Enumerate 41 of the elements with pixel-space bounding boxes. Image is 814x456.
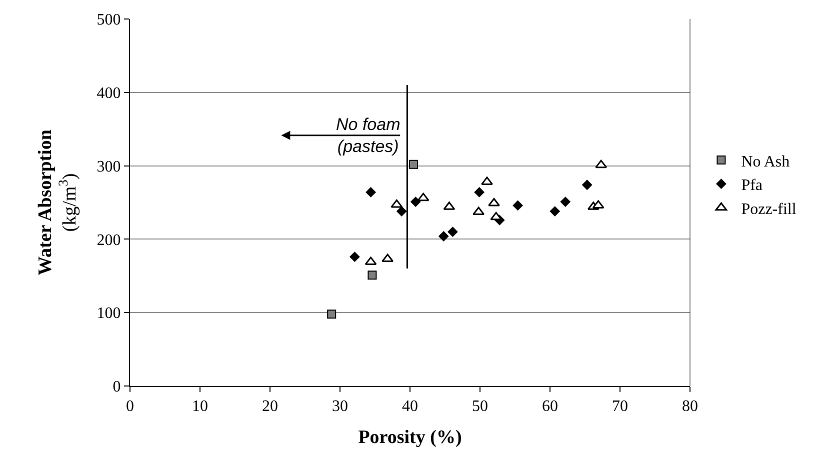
point — [382, 254, 394, 262]
x-tick-label: 70 — [612, 398, 628, 416]
x-tick-label: 10 — [192, 398, 208, 416]
point — [550, 206, 560, 217]
point — [350, 252, 360, 262]
point — [481, 176, 493, 185]
x-tick-label: 0 — [126, 398, 134, 416]
point — [366, 187, 376, 198]
y-tick-label: 200 — [96, 232, 121, 249]
point — [560, 196, 571, 207]
x-tick-label: 40 — [402, 398, 418, 416]
y-tick-label: 500 — [96, 12, 121, 29]
point — [327, 310, 336, 319]
y-tick-label: 400 — [96, 85, 121, 102]
point — [396, 206, 407, 217]
point — [368, 270, 377, 280]
legend-label: Pfa — [741, 177, 763, 194]
y-tick-label: 100 — [96, 305, 121, 322]
point — [410, 196, 421, 207]
x-axis-title: Porosity (%) — [358, 427, 462, 448]
point — [488, 198, 500, 206]
x-tick-label: 60 — [542, 398, 558, 416]
point — [582, 180, 592, 190]
point — [448, 226, 458, 238]
point — [474, 187, 484, 198]
annotation: No foam (pastes) — [336, 115, 400, 156]
point — [595, 160, 608, 168]
point — [438, 231, 449, 242]
point — [390, 199, 403, 208]
point — [512, 200, 523, 211]
y-tick-label: 300 — [96, 158, 121, 176]
x-tick-label: 30 — [332, 398, 348, 416]
x-tick-label: 20 — [262, 398, 278, 416]
legend-label: No Ash — [741, 153, 790, 170]
x-tick-label: 50 — [472, 398, 488, 416]
point — [472, 206, 485, 216]
point — [409, 160, 418, 169]
x-tick-label: 80 — [682, 398, 698, 416]
y-tick-label: 0 — [112, 378, 121, 396]
point — [417, 192, 430, 202]
legend-label: Pozz-fill — [741, 200, 797, 218]
